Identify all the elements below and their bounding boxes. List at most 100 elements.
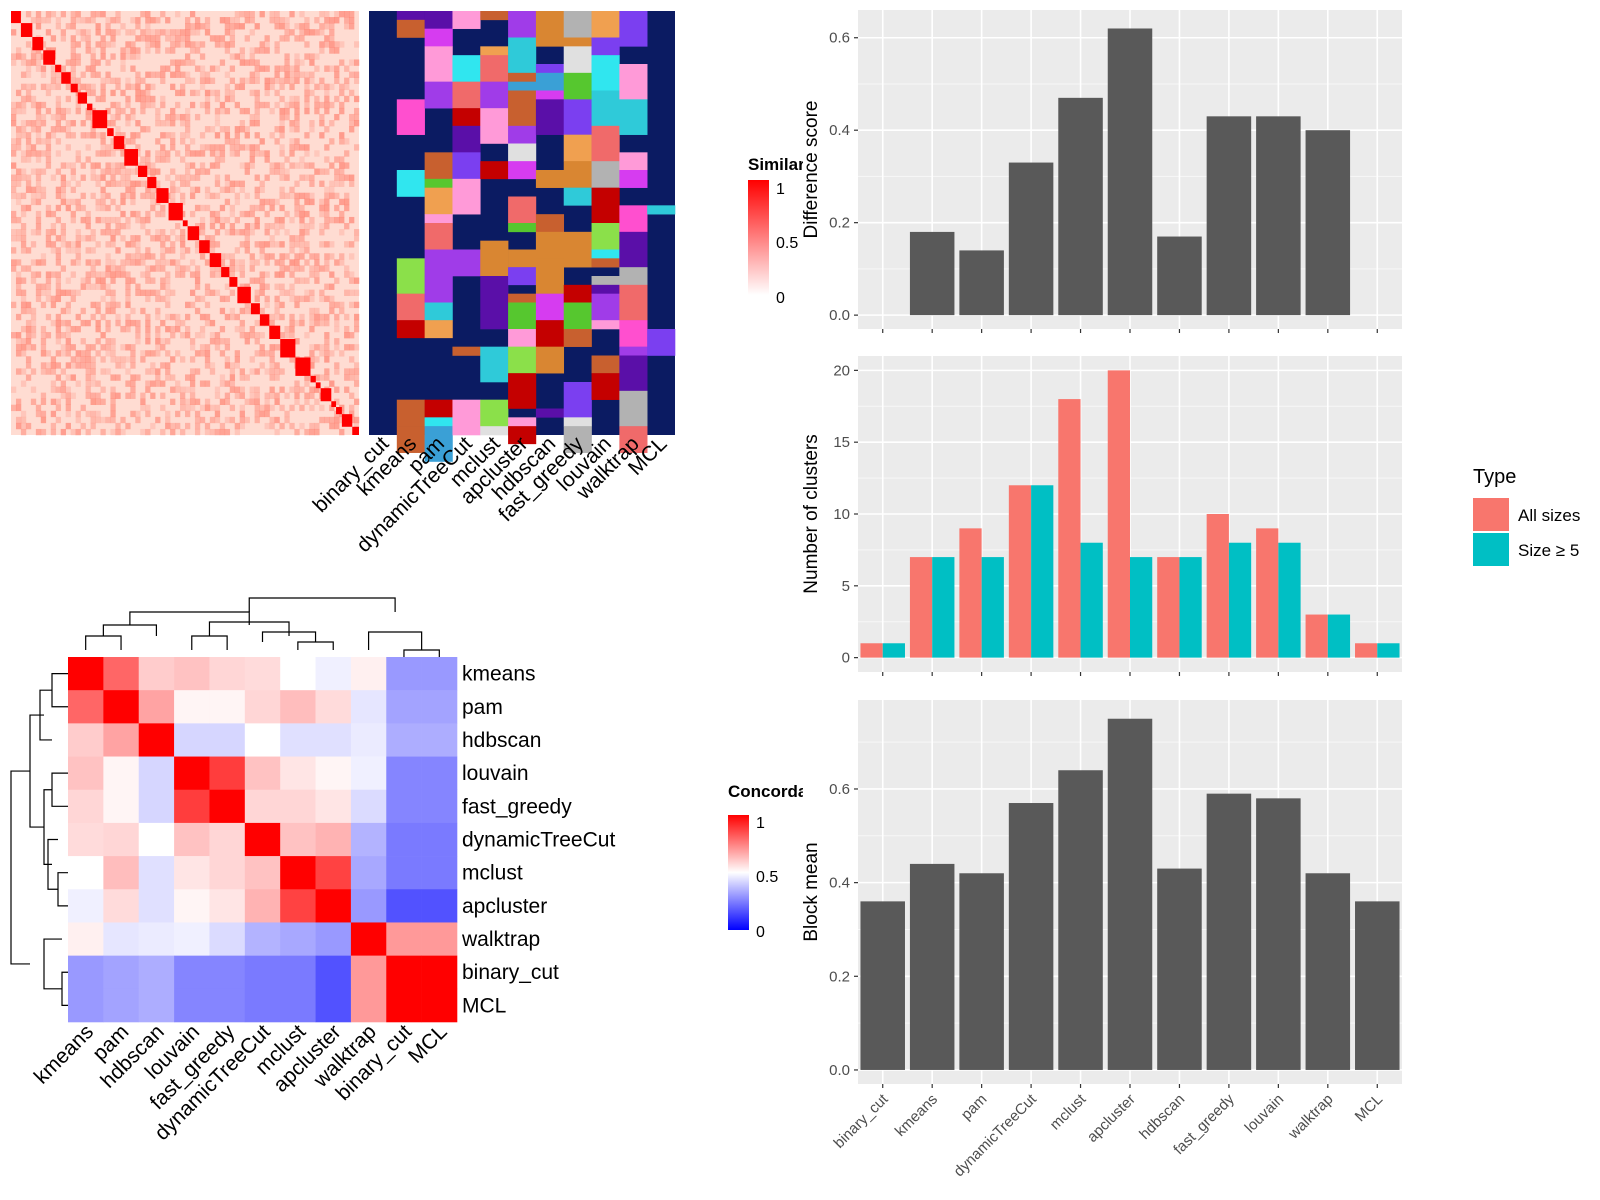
similarity-cell [65,319,71,327]
similarity-cell [60,113,66,121]
similarity-cell [239,241,245,248]
similarity-cell [135,77,141,84]
similarity-cell [239,374,245,381]
similarity-cell [274,368,280,375]
similarity-cell [334,204,340,212]
concordance-heatmap [68,657,458,1023]
concordance-cell [280,723,316,757]
bar [1256,528,1279,658]
similarity-cell [170,428,176,436]
similarity-cell [209,150,216,157]
similarity-cell [299,247,305,254]
similarity-cell [85,113,91,121]
similarity-cell [294,77,300,84]
similarity-cell [65,410,71,418]
concordance-cell [350,856,387,890]
similarity-cell [50,132,57,139]
similarity-cell [324,223,330,230]
similarity-cell [130,241,136,248]
similarity-cell [304,428,310,436]
similarity-cell [249,223,255,230]
similarity-cell [125,77,131,84]
similarity-cell [25,338,32,345]
similarity-cell [30,83,37,91]
similarity-cell [204,350,211,357]
similarity-cell [95,71,101,78]
similarity-cell [339,59,345,66]
bar [909,863,955,1070]
similarity-cell [189,186,196,194]
similarity-cell [125,168,131,175]
similarity-cell [239,144,245,151]
similarity-cell [45,350,52,357]
similarity-cell [70,35,76,42]
similarity-cell [199,162,206,169]
similarity-cell [185,301,191,309]
similarity-cell [339,11,345,18]
similarity-cell [254,241,260,248]
similarity-cell [319,289,325,296]
similarity-cell [55,126,62,133]
similarity-cell [15,398,22,406]
similarity-cell [229,380,236,387]
similarity-cell [30,277,37,284]
similarity-cell [329,301,335,309]
similarity-cell [20,265,27,272]
similarity-cell [145,47,151,54]
similarity-cell [20,380,27,387]
similarity-cell [214,132,221,139]
similarity-cell [254,47,260,54]
similarity-cell [15,168,22,175]
bar [1179,557,1202,658]
similarity-cell [50,356,57,363]
similarity-cell [214,265,221,272]
similarity-cell [279,332,285,339]
similarity-cell [85,356,91,363]
similarity-cell [95,150,101,157]
similarity-cell [224,229,231,236]
similarity-cell [324,313,330,321]
similarity-cell [110,374,116,381]
similarity-cell [329,380,335,387]
concordance-cell [103,789,140,824]
similarity-cell [204,344,211,351]
similarity-cell [204,186,211,194]
similarity-cell [75,235,81,242]
similarity-cell [234,192,240,200]
similarity-cell [229,95,236,103]
similarity-cell [65,374,71,381]
similarity-cell [155,289,161,296]
similarity-cell [175,29,181,36]
membership-cell [508,72,537,82]
similarity-cell [30,271,37,278]
similarity-cell [55,95,62,103]
similarity-cell [105,192,111,200]
similarity-cell [100,398,106,406]
similarity-cell [65,95,71,103]
similarity-cell [130,168,136,175]
similarity-cell [229,29,236,36]
similarity-cell [180,198,186,206]
similarity-cell [85,271,91,278]
similarity-cell [130,180,136,187]
similarity-cell [85,386,91,393]
similarity-cell [65,350,71,357]
similarity-cell [80,356,86,363]
membership-cell [535,90,565,100]
similarity-cell [239,325,245,333]
similarity-cell [204,380,211,387]
similarity-cell [120,259,126,266]
similarity-cell [145,11,151,18]
similarity-cell [314,150,320,157]
similarity-cell [329,41,335,48]
similarity-cell [50,35,57,42]
concordance-cell [174,889,210,923]
similarity-cell [214,410,221,418]
similarity-cell [160,404,166,412]
similarity-cell [40,71,47,78]
concordance-cell [68,955,104,990]
similarity-cell [219,216,226,224]
similarity-cell [249,332,255,339]
similarity-cell [50,368,57,375]
similarity-cell [115,362,121,369]
